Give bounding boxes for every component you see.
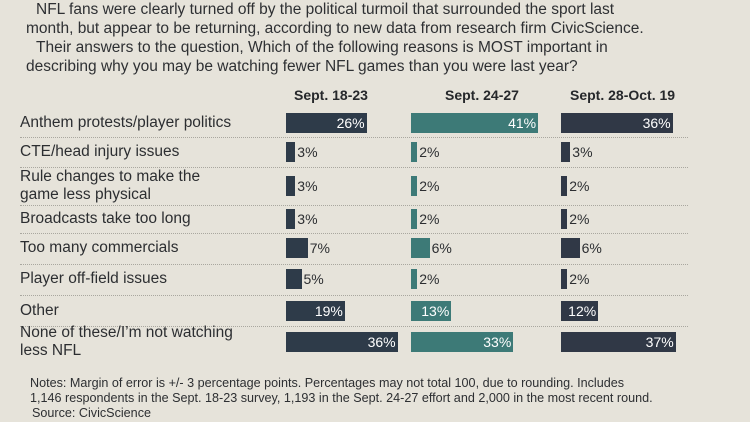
bar-value-label: 3%: [572, 144, 593, 160]
row-label: Broadcasts take too long: [20, 210, 278, 228]
bar-value-label: 26%: [336, 115, 365, 131]
row-label-line: Rule changes to make the: [20, 168, 201, 185]
bar: [286, 301, 345, 321]
bar-value-label: 2%: [569, 211, 590, 227]
bar: [561, 209, 568, 229]
bar-value-label: 3%: [297, 211, 318, 227]
bar-value-label: 13%: [421, 303, 450, 319]
row-label: None of these/I’m not watching less NFL: [20, 324, 278, 360]
row-label-line: None of these/I’m not watching: [20, 324, 233, 341]
bar: [286, 332, 398, 352]
bar-value-label: 6%: [581, 240, 602, 256]
row-label-line: Other: [20, 302, 59, 319]
bar-value-label: 2%: [419, 211, 440, 227]
bar: [561, 301, 599, 321]
bar-value-label: 7%: [309, 240, 330, 256]
row-separator: [20, 205, 688, 206]
intro-line-3: Their answers to the question, Which of …: [36, 39, 608, 56]
row-label: Rule changes to make the game less physic…: [20, 168, 278, 204]
bar-value-label: 2%: [569, 178, 590, 194]
row-label: Other: [20, 302, 278, 320]
source-credit: Source: CivicScience: [32, 406, 151, 420]
intro-text: NFL fans were clearly turned off by the …: [26, 0, 726, 76]
bar-value-label: 6%: [431, 240, 452, 256]
bar: [561, 176, 568, 196]
column-header-2: Sept. 24-27: [445, 87, 519, 103]
intro-line-4: describing why you may be watching fewer…: [26, 58, 578, 75]
row-label: Too many commercials: [20, 239, 278, 257]
bar-value-label: 12%: [568, 303, 597, 319]
bar-value-label: 3%: [297, 178, 318, 194]
notes-line-1: Notes: Margin of error is +/- 3 percenta…: [30, 376, 624, 390]
bar: [286, 209, 296, 229]
bar: [561, 269, 568, 289]
row-label-line: less NFL: [20, 342, 82, 359]
row-label-line: Too many commercials: [20, 239, 179, 256]
row-separator: [20, 326, 688, 327]
bar-value-label: 33%: [483, 334, 512, 350]
row-label: CTE/head injury issues: [20, 143, 278, 161]
notes-line-2: 1,146 respondents in the Sept. 18-23 sur…: [30, 391, 653, 405]
bar-value-label: 36%: [642, 115, 671, 131]
row-label: Anthem protests/player politics: [20, 114, 278, 132]
bar: [411, 301, 452, 321]
bar: [561, 238, 580, 258]
bar: [561, 332, 676, 352]
bar: [411, 332, 514, 352]
row-separator: [20, 137, 688, 138]
intro-line-1: NFL fans were clearly turned off by the …: [36, 1, 615, 18]
bar: [286, 238, 308, 258]
bar-value-label: 37%: [645, 334, 674, 350]
bar-value-label: 5%: [303, 271, 324, 287]
bar-value-label: 2%: [419, 178, 440, 194]
bar-value-label: 19%: [314, 303, 343, 319]
bar: [286, 113, 367, 133]
row-label-line: Player off-field issues: [20, 270, 168, 287]
row-label: Player off-field issues: [20, 270, 278, 288]
bar: [286, 269, 302, 289]
bar: [411, 142, 418, 162]
column-header-1: Sept. 18-23: [294, 87, 368, 103]
bar: [411, 113, 539, 133]
bar-value-label: 36%: [367, 334, 396, 350]
row-label-line: Anthem protests/player politics: [20, 114, 232, 131]
bar: [411, 209, 418, 229]
bar: [561, 113, 673, 133]
bar: [561, 142, 571, 162]
row-separator: [20, 295, 688, 296]
bar-value-label: 41%: [508, 115, 537, 131]
bar-value-label: 2%: [419, 271, 440, 287]
intro-line-2: month, but appear to be returning, accor…: [26, 20, 644, 37]
row-separator: [20, 167, 688, 168]
bar-value-label: 2%: [419, 144, 440, 160]
bar: [286, 176, 296, 196]
bar: [411, 269, 418, 289]
row-label-line: CTE/head injury issues: [20, 143, 180, 160]
bar: [286, 142, 296, 162]
row-separator: [20, 233, 688, 234]
row-label-line: game less physical: [20, 186, 151, 203]
bar: [411, 238, 430, 258]
notes: Notes: Margin of error is +/- 3 percenta…: [30, 376, 730, 421]
bar-value-label: 3%: [297, 144, 318, 160]
bar-value-label: 2%: [569, 271, 590, 287]
bar: [411, 176, 418, 196]
row-label-line: Broadcasts take too long: [20, 210, 191, 227]
row-separator: [20, 264, 688, 265]
column-header-3: Sept. 28-Oct. 19: [570, 87, 676, 103]
